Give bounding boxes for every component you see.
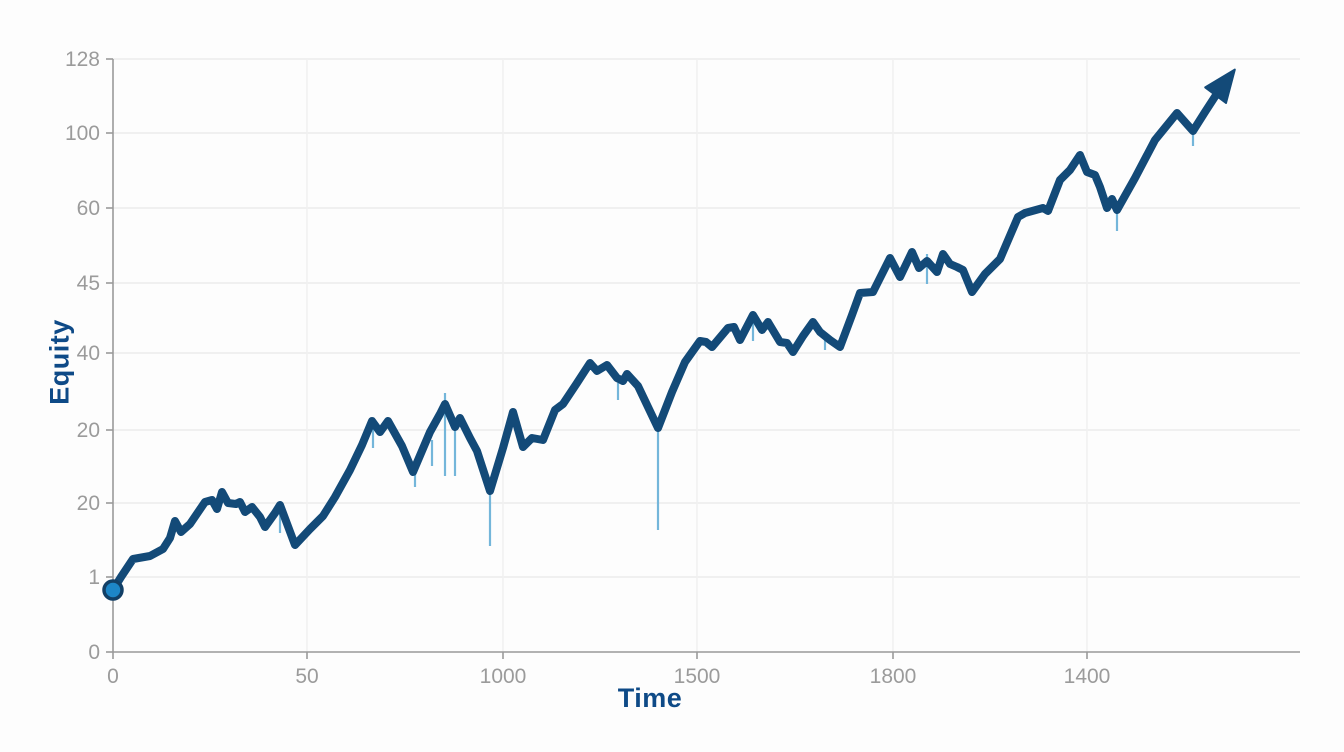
x-tick-label: 50 [295, 665, 318, 688]
y-tick-label: 45 [77, 272, 100, 295]
x-tick-label: 1000 [480, 665, 527, 688]
y-tick-label: 128 [65, 48, 100, 71]
y-tick-label: 20 [77, 492, 100, 515]
equity-line [109, 76, 1231, 594]
x-tick-label: 1800 [870, 665, 917, 688]
y-tick-label: 40 [77, 342, 100, 365]
x-tick-label: 0 [107, 665, 119, 688]
y-tick-label: 0 [88, 641, 100, 664]
y-tick-label: 100 [65, 122, 100, 145]
x-tick-label: 1400 [1064, 665, 1111, 688]
trend-arrowhead-icon [1204, 68, 1236, 104]
start-dot [102, 579, 124, 601]
y-tick-label: 1 [88, 566, 100, 589]
y-tick-label: 60 [77, 197, 100, 220]
y-tick-label: 20 [77, 419, 100, 442]
x-tick-label: 1500 [674, 665, 721, 688]
y-axis-title: Equity [44, 319, 75, 405]
x-axis-title: Time [617, 683, 683, 713]
